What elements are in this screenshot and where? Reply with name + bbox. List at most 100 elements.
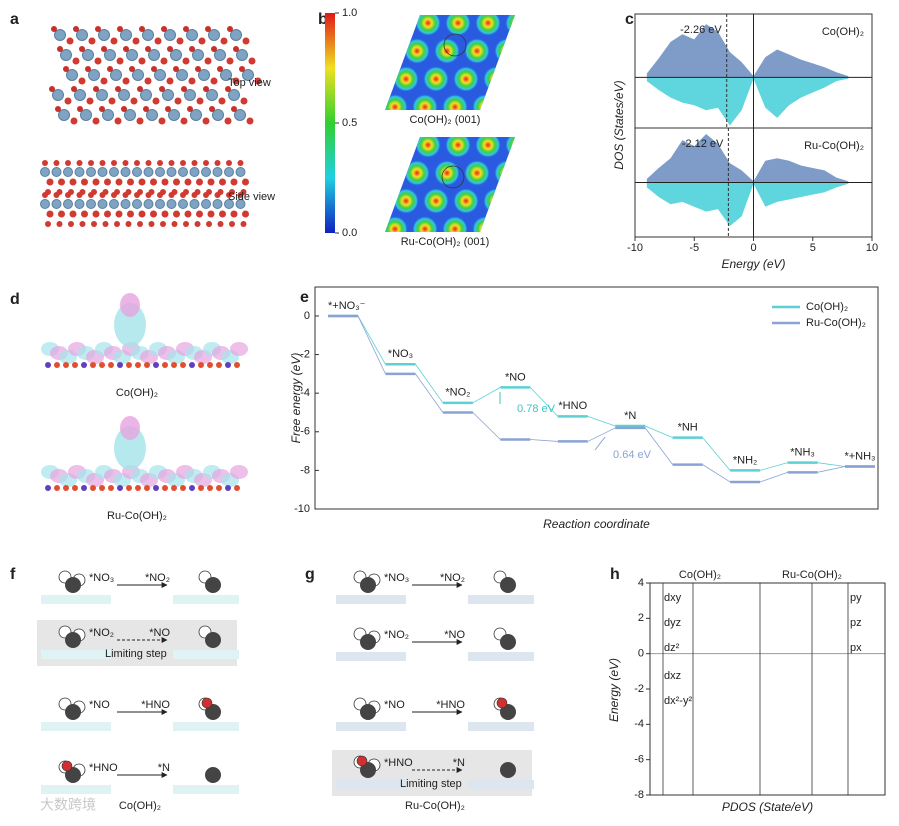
atom — [224, 199, 234, 209]
atom — [171, 221, 178, 227]
atom — [135, 362, 141, 368]
atom — [53, 160, 60, 166]
y-tick-label: -6 — [300, 426, 310, 438]
atom — [137, 86, 143, 92]
atom — [85, 66, 91, 72]
atom — [129, 66, 135, 72]
atom — [117, 485, 123, 491]
panel-label: e — [300, 289, 309, 306]
surface — [468, 652, 534, 661]
blob — [494, 38, 515, 64]
site — [443, 33, 467, 57]
atom — [55, 106, 61, 112]
blob — [513, 188, 515, 214]
atom — [97, 167, 108, 177]
atom — [132, 167, 142, 177]
atom — [99, 192, 106, 198]
atom — [204, 57, 212, 65]
atom — [120, 29, 132, 41]
orbital-label: dz² — [664, 642, 680, 654]
atom — [496, 697, 508, 709]
atom — [220, 37, 228, 45]
atom — [132, 199, 142, 209]
connector — [472, 412, 501, 440]
atom — [144, 362, 150, 368]
note: Limiting step — [105, 648, 167, 660]
atom — [236, 49, 248, 61]
structure-caption: Ru-Co(OH)₂ — [107, 510, 167, 522]
blob — [453, 188, 479, 214]
atom — [218, 97, 226, 105]
atom — [79, 46, 85, 52]
atom — [162, 362, 168, 368]
atom — [226, 192, 232, 198]
atom — [143, 167, 154, 177]
marker-label: -2.26 eV — [680, 24, 722, 36]
blob — [445, 15, 471, 36]
species: *HNO — [141, 699, 170, 711]
atom — [189, 362, 195, 368]
atom — [220, 69, 232, 81]
atom — [207, 485, 213, 491]
atom — [145, 160, 152, 166]
atom — [168, 109, 180, 121]
atom — [143, 106, 149, 112]
surface — [41, 722, 111, 731]
atom — [180, 485, 186, 491]
atom — [63, 66, 69, 72]
surface — [468, 722, 534, 731]
atom — [203, 160, 209, 166]
atom — [150, 210, 157, 218]
atom — [360, 762, 376, 778]
atom — [191, 160, 198, 166]
y-tick-label: 0 — [638, 648, 644, 660]
atom — [51, 167, 62, 177]
note: Limiting step — [400, 778, 462, 790]
atom — [157, 192, 163, 198]
species: *N — [453, 757, 465, 769]
orbital-label: dxz — [664, 670, 681, 682]
atom — [206, 89, 218, 101]
atom — [124, 109, 136, 121]
atom — [132, 37, 140, 45]
blob — [415, 137, 441, 158]
atom — [202, 117, 210, 125]
atom — [216, 362, 222, 368]
atom — [162, 89, 174, 101]
atom — [114, 221, 120, 227]
atom — [70, 117, 78, 125]
step-label: *+NH₃ — [844, 450, 875, 462]
atom — [122, 160, 129, 166]
species: *NO₂ — [145, 572, 170, 584]
atom — [248, 57, 256, 65]
blob — [502, 216, 515, 232]
atom — [219, 178, 226, 186]
y-axis-label: Energy (eV) — [607, 658, 621, 722]
lobe — [114, 303, 146, 347]
atom — [79, 221, 86, 227]
atom — [205, 767, 221, 783]
atom — [228, 89, 240, 101]
species: *NO₂ — [89, 627, 114, 639]
atom — [76, 29, 88, 41]
y-tick-label: 0 — [304, 310, 310, 322]
atom — [139, 26, 145, 32]
atom — [155, 199, 165, 209]
atom — [192, 49, 204, 61]
atom — [110, 69, 122, 81]
species: *NO₃ — [384, 572, 409, 584]
atom — [234, 362, 240, 368]
blob — [412, 94, 438, 110]
atom — [152, 97, 160, 105]
x-axis-label: Energy (eV) — [721, 257, 785, 271]
blob — [502, 94, 515, 110]
atom — [108, 97, 116, 105]
atom — [74, 167, 85, 177]
step-label: *NH₂ — [733, 454, 757, 466]
atom — [137, 221, 143, 227]
connector — [702, 437, 731, 471]
atom — [126, 485, 132, 491]
charge-density — [41, 293, 248, 368]
atom — [168, 160, 175, 166]
connector — [415, 363, 444, 404]
